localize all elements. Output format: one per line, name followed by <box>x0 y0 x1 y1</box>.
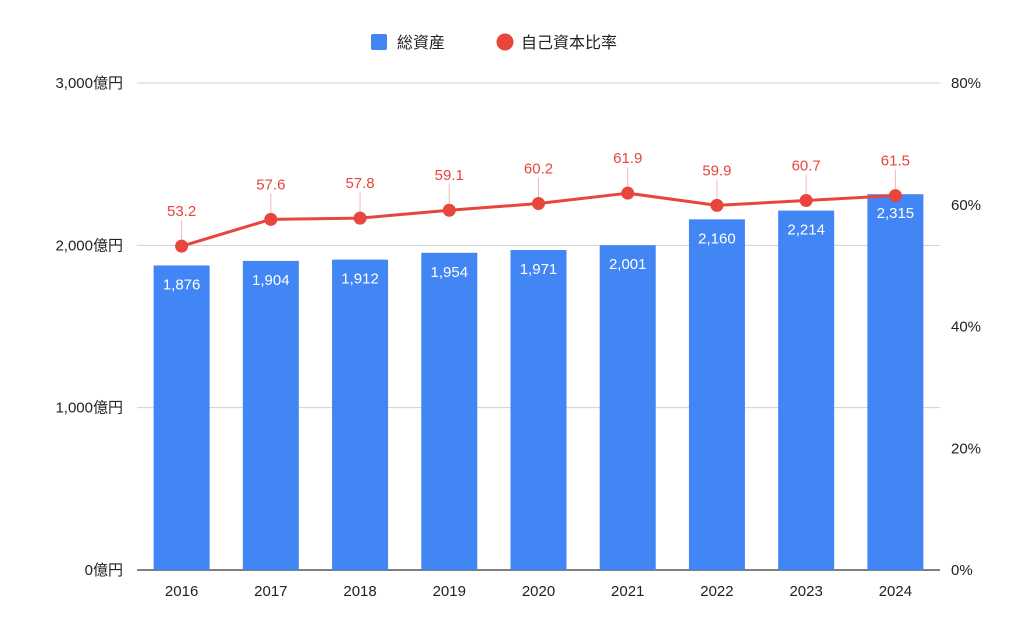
bar-value-label: 2,214 <box>787 222 825 239</box>
bar-value-label: 1,904 <box>252 272 290 289</box>
bar <box>510 250 567 570</box>
right-axis-tick-label: 0% <box>951 562 973 579</box>
legend-circle-marker <box>496 33 514 51</box>
line-point <box>442 203 456 217</box>
left-axis-tick-label: 1,000億円 <box>55 400 123 417</box>
x-axis-tick-label: 2023 <box>789 583 822 600</box>
right-axis-tick-label: 40% <box>951 319 981 336</box>
bar <box>421 252 478 570</box>
bar <box>242 260 299 570</box>
line-value-label: 59.1 <box>435 167 464 184</box>
line-value-label: 57.8 <box>345 175 374 192</box>
line-point <box>621 186 635 200</box>
bar <box>599 245 656 570</box>
bar <box>332 259 389 570</box>
line-point <box>710 198 724 212</box>
line-value-label: 53.2 <box>167 203 196 220</box>
x-axis-tick-label: 2021 <box>611 583 644 600</box>
bar-value-label: 2,160 <box>698 230 736 247</box>
left-axis-tick-label: 0億円 <box>85 562 123 579</box>
legend-label-total-assets: 総資産 <box>397 34 445 52</box>
bar-value-label: 1,954 <box>431 264 469 281</box>
line-value-label: 57.6 <box>256 176 285 193</box>
legend-label-equity-ratio: 自己資本比率 <box>521 34 617 52</box>
left-axis-tick-label: 2,000億円 <box>55 237 123 254</box>
bar-value-label: 2,315 <box>877 205 915 222</box>
line-point <box>264 212 278 226</box>
right-axis-tick-label: 60% <box>951 197 981 214</box>
line-point <box>353 211 367 225</box>
line-value-label: 60.2 <box>524 161 553 178</box>
line-value-label: 60.7 <box>792 157 821 174</box>
x-axis-tick-label: 2016 <box>165 583 198 600</box>
bar <box>688 219 745 571</box>
line-point <box>799 193 813 207</box>
line-value-label: 61.9 <box>613 150 642 167</box>
right-axis-tick-label: 20% <box>951 440 981 457</box>
bar <box>778 210 835 570</box>
x-axis-tick-label: 2022 <box>700 583 733 600</box>
legend-square-marker <box>371 34 387 50</box>
line-value-label: 59.9 <box>702 162 731 179</box>
x-axis-tick-label: 2020 <box>522 583 555 600</box>
line-value-label: 61.5 <box>881 153 910 170</box>
bar <box>867 194 924 570</box>
bar-value-label: 2,001 <box>609 256 647 273</box>
x-axis-tick-label: 2024 <box>879 583 912 600</box>
bar <box>153 265 210 570</box>
bar-value-label: 1,912 <box>341 271 379 288</box>
x-axis-tick-label: 2017 <box>254 583 287 600</box>
line-point <box>532 197 545 211</box>
x-axis-tick-label: 2018 <box>343 583 376 600</box>
bar-value-label: 1,971 <box>520 261 558 278</box>
right-axis-tick-label: 80% <box>951 75 981 92</box>
x-axis-tick-label: 2019 <box>433 583 466 600</box>
line-point <box>175 239 189 253</box>
line-point <box>888 189 902 203</box>
bar-value-label: 1,876 <box>163 276 201 293</box>
left-axis-tick-label: 3,000億円 <box>55 75 123 92</box>
